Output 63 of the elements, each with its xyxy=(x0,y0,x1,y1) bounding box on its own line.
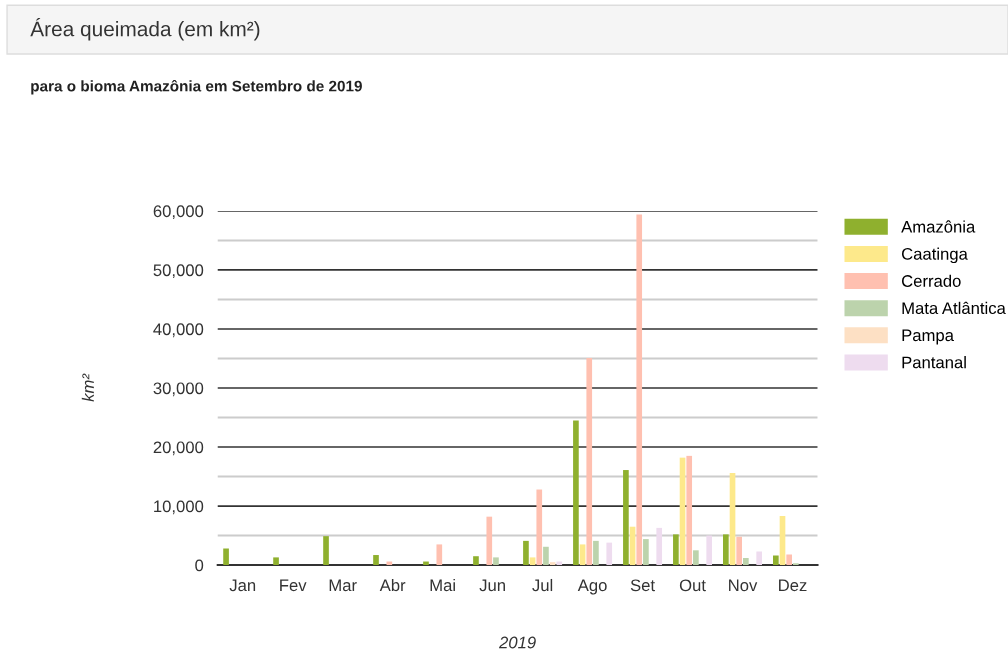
x-tick-label: Jun xyxy=(479,579,505,592)
bar xyxy=(573,420,579,566)
bar xyxy=(579,544,586,566)
bar xyxy=(706,535,713,566)
bar xyxy=(673,534,679,566)
bar xyxy=(386,561,393,566)
bar xyxy=(723,534,729,566)
y-tick-label: 60,000 xyxy=(153,205,204,220)
bar xyxy=(636,214,643,566)
bar xyxy=(773,555,779,566)
bar xyxy=(693,550,699,566)
bar xyxy=(786,554,792,566)
y-tick-label: 0 xyxy=(195,559,204,572)
bar xyxy=(486,516,493,566)
bar xyxy=(373,555,379,566)
bar xyxy=(556,561,563,566)
bar xyxy=(543,546,549,566)
bar xyxy=(273,557,279,566)
legend-label: Pampa xyxy=(902,329,954,345)
bar xyxy=(756,551,763,566)
y-tick-label: 30,000 xyxy=(153,382,204,397)
legend-label: Mata Atlântica xyxy=(902,301,1006,315)
legend-label: Amazônia xyxy=(901,220,976,233)
bar xyxy=(473,556,479,566)
chart-subtitle: para o bioma Amazônia em Setembro de 2019 xyxy=(31,79,362,95)
chart-title: Área queimada (em km²) xyxy=(30,18,260,41)
y-tick-label: 50,000 xyxy=(153,264,204,279)
bar xyxy=(436,544,443,566)
x-tick-label: Mar xyxy=(329,579,357,592)
bar xyxy=(523,540,529,566)
x-tick-label: Ago xyxy=(577,579,607,595)
x-tick-label: Dez xyxy=(779,579,807,592)
bar xyxy=(656,527,663,566)
bar xyxy=(743,557,749,566)
legend-label: Caatinga xyxy=(902,247,968,264)
x-axis-title: 2019 xyxy=(498,636,536,649)
legend-label: Cerrado xyxy=(902,274,961,287)
x-tick-label: Jan xyxy=(229,579,256,592)
bar xyxy=(643,539,649,566)
x-tick-label: Fev xyxy=(280,579,307,592)
bar xyxy=(493,557,499,566)
x-tick-label: Mai xyxy=(430,578,455,592)
bar xyxy=(423,561,429,566)
bar xyxy=(606,542,613,566)
bar xyxy=(586,357,593,566)
bar xyxy=(323,536,329,566)
y-tick-label: 40,000 xyxy=(153,323,204,338)
x-tick-label: Out xyxy=(679,579,706,592)
y-tick-label: 20,000 xyxy=(153,441,204,456)
bar xyxy=(536,489,543,566)
x-tick-label: Nov xyxy=(729,579,758,592)
legend-label: Pantanal xyxy=(902,356,966,369)
y-tick-label: 10,000 xyxy=(154,500,204,515)
bar xyxy=(623,470,629,566)
x-tick-label: Abr xyxy=(379,578,406,592)
bar xyxy=(529,557,536,566)
y-axis-title: km² xyxy=(81,373,94,402)
bar xyxy=(223,548,229,566)
bar xyxy=(686,455,693,566)
x-tick-label: Jul xyxy=(532,578,553,592)
bar xyxy=(736,536,743,566)
x-tick-label: Set xyxy=(630,579,655,592)
bar xyxy=(593,540,599,566)
